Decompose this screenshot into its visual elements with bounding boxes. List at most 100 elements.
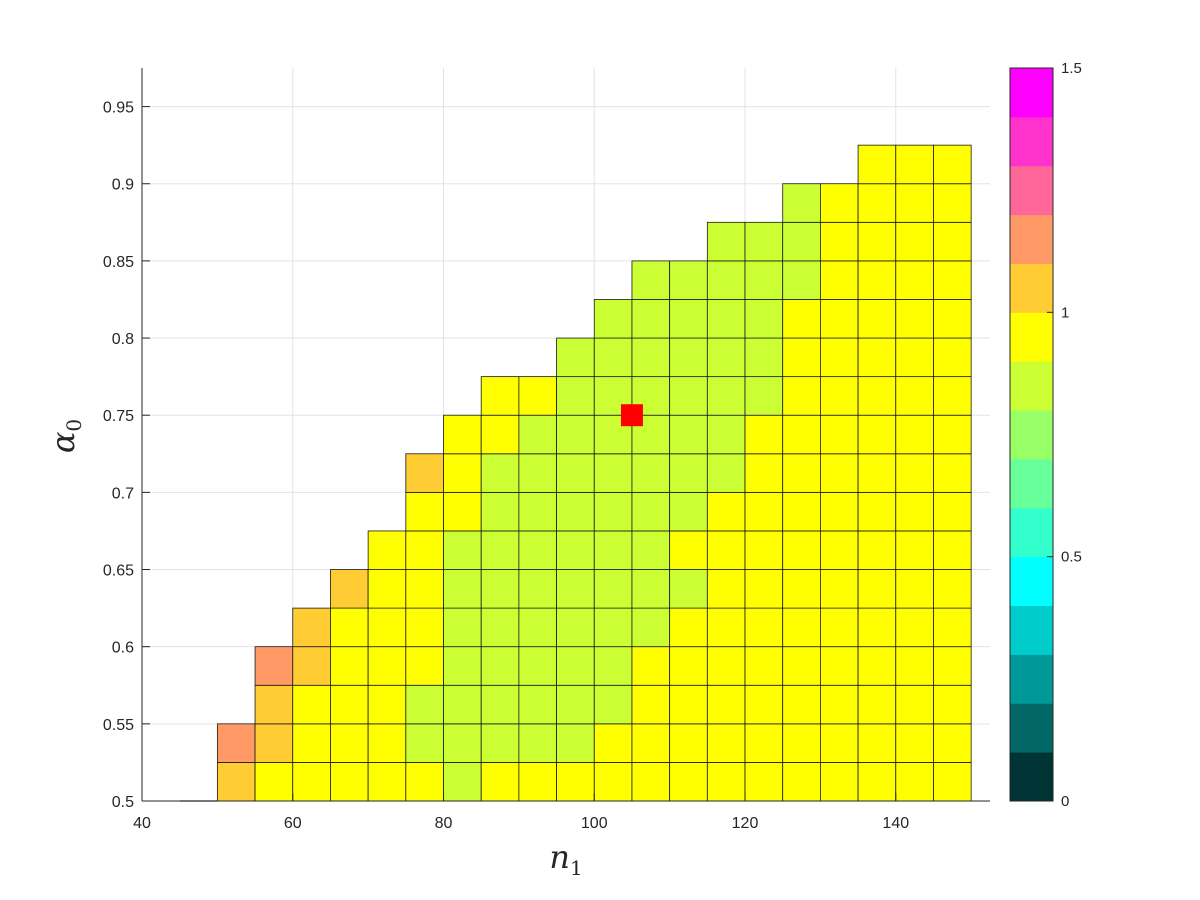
heatmap-cell-11-10 bbox=[933, 337, 972, 378]
heatmap-cell-1-7 bbox=[480, 723, 520, 763]
heatmap-cell-0-19 bbox=[933, 762, 972, 802]
heatmap-cell-11-7 bbox=[820, 337, 859, 378]
heatmap-cell-4-1 bbox=[330, 607, 369, 648]
heatmap-cell-4-17 bbox=[933, 607, 972, 648]
heatmap-cell-0-16 bbox=[820, 762, 859, 802]
heatmap-cell-5-16 bbox=[933, 569, 972, 609]
heatmap-cell-14-2 bbox=[782, 221, 821, 262]
heatmap-cell-6-2 bbox=[443, 530, 482, 570]
heatmap-cell-5-9 bbox=[669, 569, 708, 609]
heatmap-cell-12-8 bbox=[895, 299, 934, 339]
heatmap-cell-5-11 bbox=[744, 569, 784, 609]
heatmap-cell-2-15 bbox=[820, 684, 859, 725]
optimum-marker-square bbox=[620, 404, 643, 427]
heatmap-cell-3-6 bbox=[480, 646, 520, 686]
heatmap-cell-13-0 bbox=[631, 260, 671, 300]
heatmap-cell-0-7 bbox=[480, 762, 520, 802]
heatmap-cell-7-1 bbox=[443, 491, 482, 532]
heatmap-cell-1-11 bbox=[631, 723, 671, 763]
heatmap-cell-11-6 bbox=[782, 337, 821, 378]
heatmap-cell-3-15 bbox=[820, 646, 859, 686]
y-axis-label-subscript: 0 bbox=[62, 419, 86, 432]
heatmap-cell-6-8 bbox=[669, 530, 708, 570]
heatmap-cell-4-3 bbox=[405, 607, 444, 648]
heatmap-cell-11-1 bbox=[593, 337, 633, 378]
heatmap-cell-3-8 bbox=[556, 646, 595, 686]
y-axis-label: α0 bbox=[44, 419, 86, 453]
heatmap-cell-3-14 bbox=[782, 646, 821, 686]
heatmap-cell-2-9 bbox=[593, 684, 633, 725]
heatmap-cell-13-1 bbox=[669, 260, 708, 300]
heatmap-cell-1-15 bbox=[782, 723, 821, 763]
colorbar-segment-0 bbox=[1010, 752, 1053, 802]
heatmap-cell-0-6 bbox=[443, 762, 482, 802]
heatmap-cell-11-0 bbox=[556, 337, 595, 378]
heatmap-cell-13-5 bbox=[820, 260, 859, 300]
colorbar-segment-8 bbox=[1010, 361, 1053, 411]
colorbar-segment-9 bbox=[1010, 312, 1053, 362]
heatmap-cell-13-7 bbox=[895, 260, 934, 300]
heatmap-cell-11-3 bbox=[669, 337, 708, 378]
heatmap-cell-1-4 bbox=[367, 723, 407, 763]
heatmap-cell-9-6 bbox=[669, 414, 708, 455]
heatmap-cell-2-4 bbox=[405, 684, 444, 725]
heatmap-cell-10-7 bbox=[744, 376, 784, 416]
heatmap-cell-16-0 bbox=[857, 144, 897, 185]
heatmap-cell-10-10 bbox=[857, 376, 897, 416]
heatmap-cell-9-0 bbox=[443, 414, 482, 455]
x-axis-label-main: n bbox=[549, 838, 570, 876]
heatmap-cell-2-12 bbox=[706, 684, 746, 725]
x-tick-label-4: 120 bbox=[732, 815, 759, 832]
colorbar: 0 0.5 1 1.5 bbox=[1009, 60, 1082, 810]
heatmap-cell-15-4 bbox=[933, 183, 972, 223]
heatmap-cell-7-10 bbox=[782, 491, 821, 532]
heatmap-cell-7-5 bbox=[593, 491, 633, 532]
heatmap-cell-10-5 bbox=[669, 376, 708, 416]
heatmap-cell-2-6 bbox=[480, 684, 520, 725]
heatmap-cell-3-4 bbox=[405, 646, 444, 686]
heatmap-cell-0-12 bbox=[669, 762, 708, 802]
heatmap-cell-15-3 bbox=[895, 183, 934, 223]
heatmap-cell-10-0 bbox=[480, 376, 520, 416]
heatmap-cell-6-5 bbox=[556, 530, 595, 570]
heatmap-cell-12-0 bbox=[593, 299, 633, 339]
optimum-marker bbox=[620, 404, 643, 427]
heatmap-cell-15-1 bbox=[820, 183, 859, 223]
x-axis-label: n1 bbox=[549, 838, 582, 880]
heatmap-cell-2-0 bbox=[254, 684, 294, 725]
heatmap-cell-9-1 bbox=[480, 414, 520, 455]
heatmap-cell-3-1 bbox=[292, 646, 331, 686]
heatmap-cell-5-14 bbox=[857, 569, 897, 609]
heatmap-cell-7-7 bbox=[669, 491, 708, 532]
colorbar-segment-7 bbox=[1010, 410, 1053, 460]
heatmap-cell-4-12 bbox=[744, 607, 784, 648]
heatmap-cell-12-3 bbox=[706, 299, 746, 339]
heatmap-cell-6-9 bbox=[706, 530, 746, 570]
heatmap-cell-9-8 bbox=[744, 414, 784, 455]
heatmap-cell-0-1 bbox=[254, 762, 294, 802]
colorbar-segment-14 bbox=[1010, 68, 1053, 118]
y-axis-label-main: α bbox=[44, 432, 82, 454]
heatmap-cell-4-5 bbox=[480, 607, 520, 648]
heatmap-cell-12-4 bbox=[744, 299, 784, 339]
heatmap-cell-1-18 bbox=[895, 723, 934, 763]
heatmap-cell-7-8 bbox=[706, 491, 746, 532]
y-tick-label-9: 0.95 bbox=[103, 100, 134, 117]
heatmap-cell-12-6 bbox=[820, 299, 859, 339]
heatmap-cell-6-3 bbox=[480, 530, 520, 570]
heatmap-cell-0-18 bbox=[895, 762, 934, 802]
heatmap-cell-11-5 bbox=[744, 337, 784, 378]
heatmap-cell-5-2 bbox=[405, 569, 444, 609]
heatmap-cell-10-11 bbox=[895, 376, 934, 416]
heatmap-cell-10-1 bbox=[518, 376, 557, 416]
heatmap-cell-1-16 bbox=[820, 723, 859, 763]
heatmap-cell-11-8 bbox=[857, 337, 897, 378]
heatmap-cell-4-11 bbox=[706, 607, 746, 648]
heatmap-cell-0-14 bbox=[744, 762, 784, 802]
heatmap-cell-2-2 bbox=[330, 684, 369, 725]
heatmap-cell-4-8 bbox=[593, 607, 633, 648]
heatmap-cell-4-9 bbox=[631, 607, 671, 648]
x-tick-labels: 40 60 80 100 120 140 bbox=[133, 815, 909, 832]
heatmap-cell-7-12 bbox=[857, 491, 897, 532]
y-tick-label-4: 0.7 bbox=[112, 485, 134, 502]
